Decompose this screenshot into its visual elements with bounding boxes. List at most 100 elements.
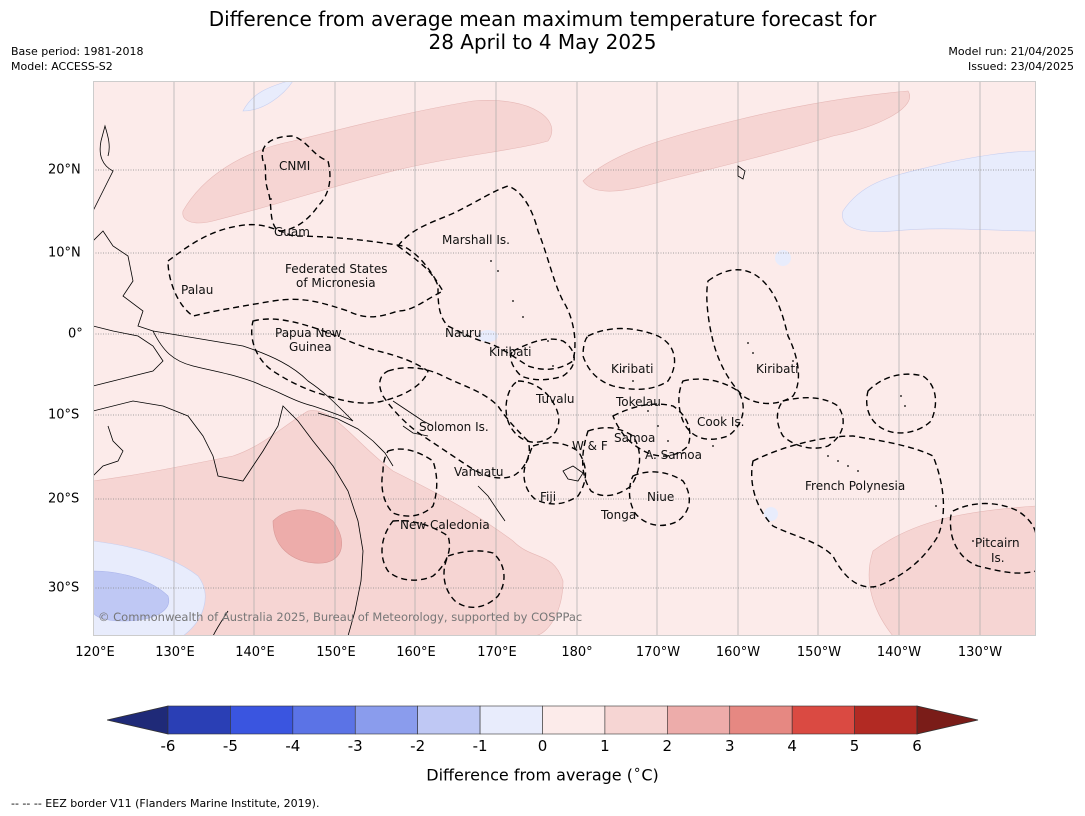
colorbar — [107, 705, 979, 735]
colorbar-tick-label: 6 — [912, 737, 922, 755]
lat-label: 10°S — [48, 407, 80, 423]
warm-zone-north-east — [582, 90, 910, 192]
lat-label: 20°N — [48, 162, 81, 178]
label-pitcairn-line2: Is. — [991, 551, 1005, 565]
colorbar-title: Difference from average (∘C) — [426, 763, 659, 785]
label-fiji: Fiji — [540, 490, 556, 504]
latitude-gridlines — [93, 169, 1036, 589]
lon-label: 150°E — [316, 645, 356, 660]
forecast-map: CNMI Guam Marshall Is. Federated States … — [93, 81, 1036, 636]
colorbar-cell — [167, 705, 231, 735]
longitude-gridlines — [93, 81, 981, 636]
issued-date: Issued: 23/04/2025 — [967, 60, 1074, 73]
label-tuvalu: Tuvalu — [535, 392, 575, 406]
label-tonga: Tonga — [600, 508, 636, 522]
map-frame — [93, 81, 1036, 636]
label-nauru: Nauru — [445, 326, 481, 340]
colorbar-cell — [854, 705, 918, 735]
lon-label: 130°W — [957, 645, 1003, 660]
warm-core-coral-sea — [272, 509, 342, 564]
lon-label: 170°E — [477, 645, 517, 660]
colorbar-cell — [667, 705, 731, 735]
lon-label: 120°E — [75, 645, 115, 660]
label-wf: W & F — [572, 439, 608, 453]
label-samoa: Samoa — [614, 431, 655, 445]
lon-label: 160°E — [396, 645, 436, 660]
place-labels: CNMI Guam Marshall Is. Federated States … — [181, 159, 1020, 565]
label-asamoa: A. Samoa — [645, 448, 702, 462]
colorbar-tick-label: -4 — [285, 737, 301, 755]
label-kiribati-central: Kiribati — [611, 362, 653, 376]
base-period: Base period: 1981-2018 — [11, 45, 144, 58]
cool-core-south-west — [93, 570, 170, 622]
colorbar-cell — [604, 705, 668, 735]
meta-right: Model run: 21/04/2025 Issued: 23/04/2025 — [948, 44, 1074, 74]
eez-borders — [167, 135, 1036, 608]
label-guam: Guam — [274, 225, 310, 239]
model-name: Model: ACCESS-S2 — [11, 60, 113, 73]
colorbar-cells — [167, 705, 918, 735]
colorbar-cell — [791, 705, 855, 735]
colorbar-tick-label: 3 — [724, 737, 735, 755]
coastlines — [93, 124, 746, 636]
label-solomon: Solomon Is. — [419, 420, 489, 434]
cool-spot-nauru — [478, 330, 498, 342]
colorbar-cell — [354, 705, 418, 735]
label-png-line1: Papua New — [275, 326, 342, 340]
label-vanuatu: Vanuatu — [454, 465, 504, 479]
colorbar-tick-label: 2 — [662, 737, 673, 755]
colorbar-low-extension — [107, 705, 169, 735]
colorbar-tick-label: -2 — [410, 737, 426, 755]
label-png-line2: Guinea — [289, 340, 332, 354]
lon-label: 170°W — [635, 645, 681, 660]
label-new-caledonia: New Caledonia — [400, 518, 490, 532]
lon-label: 140°E — [235, 645, 275, 660]
label-fsm-line1: Federated States — [285, 262, 387, 276]
model-run: Model run: 21/04/2025 — [948, 45, 1074, 58]
cool-zone-north-east — [842, 150, 1036, 232]
lon-label: 140°W — [876, 645, 922, 660]
label-fsm-line2: of Micronesia — [296, 276, 376, 290]
lon-label: 160°W — [715, 645, 761, 660]
colorbar-tick-label: 5 — [849, 737, 860, 755]
lat-label: 30°S — [48, 580, 80, 596]
label-pitcairn-line1: Pitcairn — [975, 536, 1020, 550]
label-french-polynesia: French Polynesia — [805, 479, 905, 493]
colorbar-cell — [230, 705, 294, 735]
lat-label: 20°S — [48, 491, 80, 507]
lon-label: 180° — [561, 645, 593, 660]
lat-label: 10°N — [48, 245, 81, 261]
small-islands — [262, 150, 974, 542]
copyright-notice: © Commonwealth of Australia 2025, Bureau… — [98, 610, 582, 624]
colorbar-cell — [292, 705, 356, 735]
lon-label: 130°E — [155, 645, 195, 660]
lat-label: 0° — [68, 326, 83, 342]
cool-zone-north — [242, 81, 294, 112]
colorbar-tick-label: -3 — [347, 737, 363, 755]
label-cook: Cook Is. — [697, 415, 744, 429]
colorbar-tick-label: 4 — [787, 737, 797, 755]
cool-spot-central — [775, 250, 791, 266]
colorbar-cell — [542, 705, 606, 735]
label-marshall: Marshall Is. — [442, 233, 510, 247]
colorbar-tick-label: -6 — [160, 737, 176, 755]
colorbar-cell — [417, 705, 481, 735]
label-niue: Niue — [647, 490, 674, 504]
meta-left: Base period: 1981-2018 Model: ACCESS-S2 — [11, 44, 143, 74]
label-palau: Palau — [181, 283, 213, 297]
colorbar-cell — [729, 705, 793, 735]
label-tokelau: Tokelau — [615, 395, 661, 409]
map-title: Difference from average mean maximum tem… — [0, 8, 1085, 54]
colorbar-cell — [479, 705, 543, 735]
title-line-2: 28 April to 4 May 2025 — [428, 30, 657, 54]
label-kiribati-west: Kiribati — [489, 345, 531, 359]
colorbar-tick-label: -5 — [222, 737, 238, 755]
label-cnmi: CNMI — [279, 159, 310, 173]
eez-footnote: -- -- -- EEZ border V11 (Flanders Marine… — [11, 797, 320, 810]
colorbar-tick-label: 0 — [537, 737, 548, 755]
cool-spot-south — [764, 507, 778, 521]
title-line-1: Difference from average mean maximum tem… — [208, 7, 877, 31]
colorbar-high-extension — [916, 705, 979, 735]
colorbar-tick-label: 1 — [600, 737, 610, 755]
colorbar-tick-label: -1 — [472, 737, 488, 755]
